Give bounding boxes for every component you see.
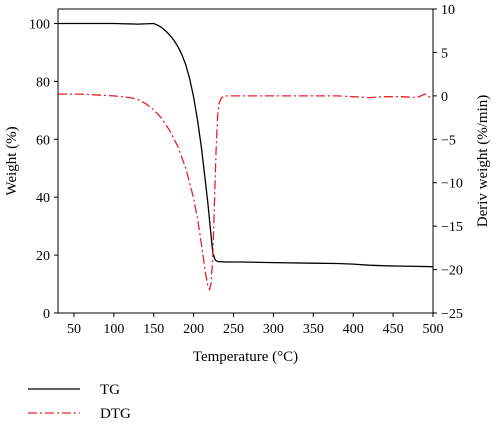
x-tick-label: 350 (303, 322, 324, 337)
right-y-tick-label: −25 (441, 307, 463, 322)
left-y-tick-label: 40 (36, 191, 50, 206)
x-tick-label: 500 (423, 322, 444, 337)
left-y-tick-label: 0 (43, 307, 50, 322)
legend-label-tg: TG (100, 382, 120, 398)
left-y-tick-label: 100 (29, 17, 50, 32)
right-y-tick-label: −20 (441, 264, 463, 279)
right-y-tick-label: 5 (441, 46, 448, 61)
left-y-tick-label: 20 (36, 249, 50, 264)
x-tick-label: 100 (103, 322, 124, 337)
series-line-dtg (58, 93, 434, 292)
right-y-tick-label: −15 (441, 220, 463, 235)
right-y-tick-label: 10 (441, 3, 455, 18)
plot-lines (58, 22, 434, 292)
right-y-axis: −25 −20 −15 −10 −5 0 5 10 (433, 3, 463, 322)
right-y-axis-title: Deriv weight (%/min) (475, 95, 491, 227)
x-tick-label: 400 (343, 322, 364, 337)
right-y-tick-label: −5 (441, 133, 456, 148)
x-tick-label: 250 (223, 322, 244, 337)
x-tick-label: 150 (143, 322, 164, 337)
left-y-axis-title: Weight (%) (4, 126, 20, 195)
x-axis: 50 100 150 200 250 300 350 400 450 500 (67, 313, 444, 337)
x-tick-label: 50 (67, 322, 81, 337)
legend: TG DTG (28, 382, 131, 422)
legend-label-dtg: DTG (100, 406, 131, 422)
x-tick-label: 200 (183, 322, 204, 337)
left-y-axis: 0 20 40 60 80 100 (29, 17, 58, 322)
left-y-tick-label: 80 (36, 75, 50, 90)
left-y-tick-label: 60 (36, 133, 50, 148)
plot-frame (57, 8, 434, 314)
series-line-tg (58, 22, 434, 268)
x-tick-label: 450 (383, 322, 404, 337)
x-axis-title: Temperature (°C) (193, 349, 298, 365)
right-y-tick-label: 0 (441, 90, 448, 105)
x-tick-label: 300 (263, 322, 284, 337)
right-y-tick-label: −10 (441, 177, 463, 192)
